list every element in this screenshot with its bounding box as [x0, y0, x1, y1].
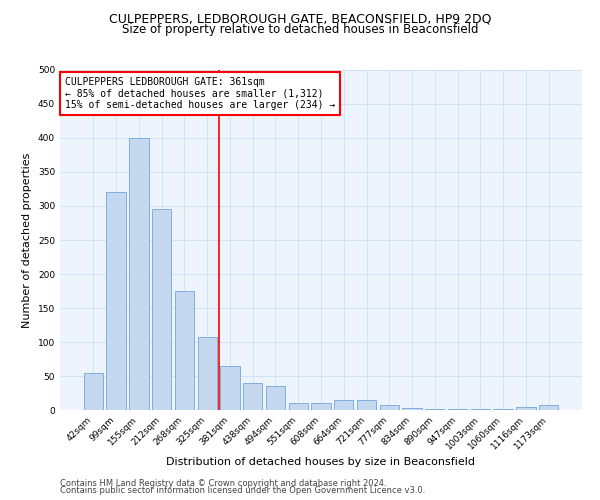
Bar — [266, 386, 285, 410]
Bar — [403, 408, 422, 410]
Text: Contains public sector information licensed under the Open Government Licence v3: Contains public sector information licen… — [60, 486, 425, 495]
Text: CULPEPPERS LEDBOROUGH GATE: 361sqm
← 85% of detached houses are smaller (1,312)
: CULPEPPERS LEDBOROUGH GATE: 361sqm ← 85%… — [65, 77, 335, 110]
Bar — [175, 291, 194, 410]
X-axis label: Distribution of detached houses by size in Beaconsfield: Distribution of detached houses by size … — [167, 456, 476, 466]
Bar — [539, 405, 558, 410]
Text: Size of property relative to detached houses in Beaconsfield: Size of property relative to detached ho… — [122, 22, 478, 36]
Bar — [243, 383, 262, 410]
Bar — [357, 400, 376, 410]
Y-axis label: Number of detached properties: Number of detached properties — [22, 152, 32, 328]
Text: Contains HM Land Registry data © Crown copyright and database right 2024.: Contains HM Land Registry data © Crown c… — [60, 478, 386, 488]
Bar — [220, 366, 239, 410]
Bar — [334, 400, 353, 410]
Bar — [470, 408, 490, 410]
Bar — [425, 408, 445, 410]
Bar — [448, 408, 467, 410]
Bar — [129, 138, 149, 410]
Bar — [516, 406, 536, 410]
Bar — [289, 403, 308, 410]
Bar — [311, 403, 331, 410]
Bar — [197, 336, 217, 410]
Text: CULPEPPERS, LEDBOROUGH GATE, BEACONSFIELD, HP9 2DQ: CULPEPPERS, LEDBOROUGH GATE, BEACONSFIEL… — [109, 12, 491, 26]
Bar — [106, 192, 126, 410]
Bar — [84, 372, 103, 410]
Bar — [152, 210, 172, 410]
Bar — [380, 404, 399, 410]
